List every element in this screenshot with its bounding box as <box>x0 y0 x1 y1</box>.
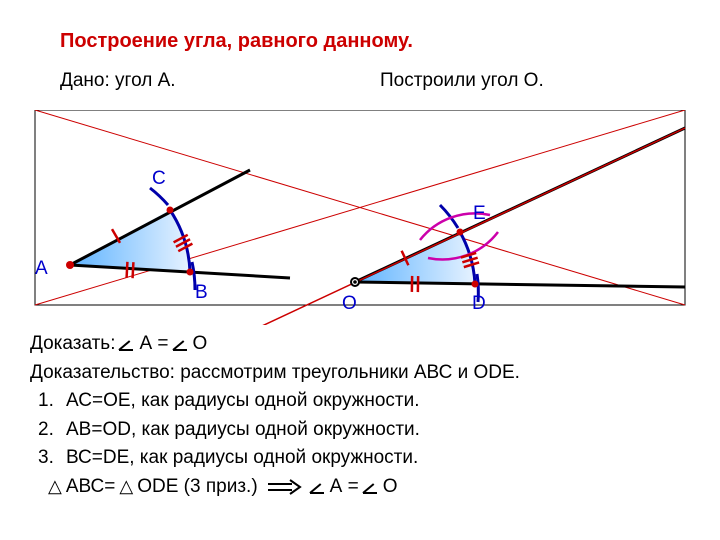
label-B: В <box>195 282 208 304</box>
label-O: О <box>342 293 357 315</box>
conclusion-line: △ АВС= △ ОDE (3 приз.) А = О <box>30 473 520 502</box>
conclusion-ode: ОDE (3 приз.) <box>137 473 257 502</box>
ray-OD <box>355 282 685 287</box>
num-2: 2. <box>38 416 62 445</box>
angle-A-figure <box>66 170 290 290</box>
proof-item-2: 2. АВ=ОD, как радиусы одной окружности. <box>30 416 520 445</box>
conclusion-a: А = <box>330 473 359 502</box>
num-3: 3. <box>38 444 62 473</box>
proof-section: Доказать: А = О Доказательство: рассмотр… <box>30 330 520 501</box>
construction-ray-OE <box>200 128 685 325</box>
given-text: Дано: угол А. <box>60 70 176 92</box>
prove-a: А = <box>139 330 168 359</box>
conclusion-o: О <box>383 473 398 502</box>
arc-A-ext2 <box>150 188 168 205</box>
label-E: E <box>473 203 486 225</box>
proof-item-3: 3. ВС=DE, как радиусы одной окружности. <box>30 444 520 473</box>
point-C <box>167 207 174 214</box>
label-A: А <box>35 258 48 280</box>
label-D: D <box>472 293 486 315</box>
proof-label: Доказательство: рассмотрим треугольники … <box>30 359 520 388</box>
num-1: 1. <box>38 387 62 416</box>
proof-line-3: ВС=DE, как радиусы одной окружности. <box>66 444 418 473</box>
angle-A-fill <box>70 210 190 272</box>
proof-label-line: Доказательство: рассмотрим треугольники … <box>30 359 520 388</box>
page-title: Построение угла, равного данному. <box>60 30 413 53</box>
angle-icon <box>119 337 135 351</box>
angle-icon <box>310 480 326 494</box>
prove-o: О <box>193 330 208 359</box>
built-text: Построили угол О. <box>380 70 544 92</box>
point-O-dot <box>353 280 357 284</box>
implies-icon <box>266 479 302 495</box>
prove-label: Доказать: <box>30 330 115 359</box>
triangle-icon: △ <box>119 473 133 500</box>
prove-line: Доказать: А = О <box>30 330 520 359</box>
point-B <box>187 269 194 276</box>
point-E <box>457 229 464 236</box>
proof-line-2: АВ=ОD, как радиусы одной окружности. <box>66 416 420 445</box>
construction-diagram <box>20 110 700 325</box>
triangle-icon: △ <box>48 473 62 500</box>
angle-O-figure <box>200 128 685 325</box>
conclusion-abc: АВС= <box>66 473 116 502</box>
proof-item-1: 1. АС=ОЕ, как радиусы одной окружности. <box>30 387 520 416</box>
angle-icon <box>173 337 189 351</box>
point-A <box>66 261 74 269</box>
angle-icon <box>363 480 379 494</box>
proof-line-1: АС=ОЕ, как радиусы одной окружности. <box>66 387 420 416</box>
label-C: С <box>152 168 166 190</box>
point-D <box>472 281 479 288</box>
